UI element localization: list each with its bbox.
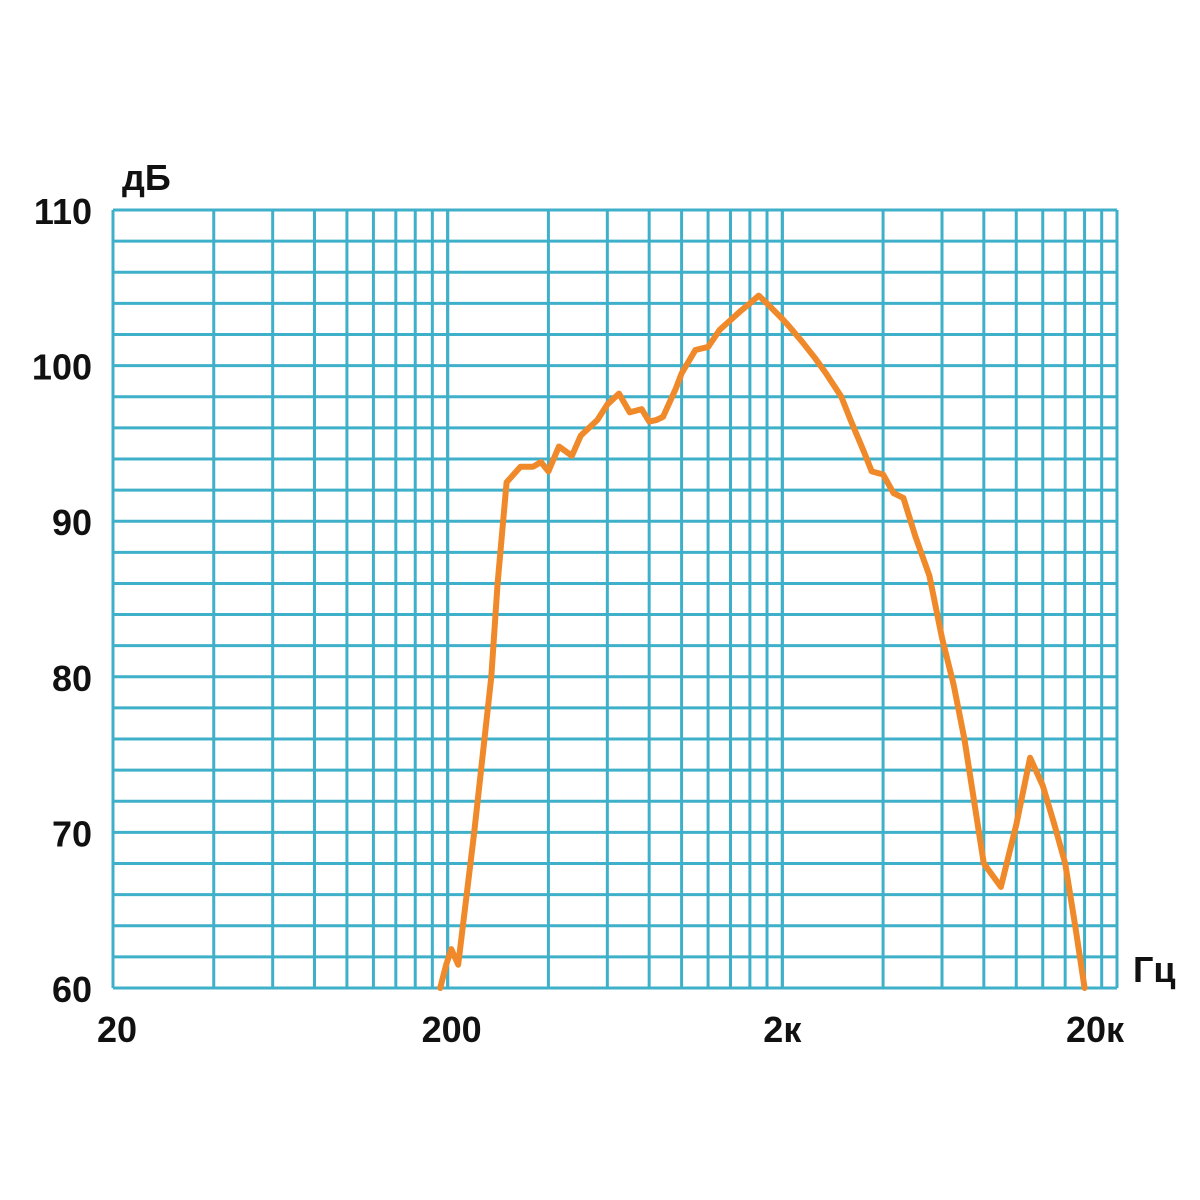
response-curve: [437, 292, 1088, 991]
y-tick-label: 70: [52, 813, 92, 854]
y-tick-label: 110: [34, 191, 92, 232]
x-tick-label: 20к: [1066, 1009, 1125, 1050]
x-tick-label: 2к: [763, 1009, 802, 1050]
grid: [111, 208, 1119, 990]
y-tick-label: 60: [52, 969, 92, 1010]
response-curve-layer: [437, 292, 1088, 991]
x-tick-label: 200: [422, 1009, 482, 1050]
x-axis-label: Гц: [1133, 949, 1176, 990]
x-tick-label: 20: [97, 1009, 137, 1050]
y-tick-label: 100: [32, 347, 92, 388]
y-axis-label: дБ: [122, 157, 171, 198]
y-tick-label: 80: [52, 658, 92, 699]
y-tick-label: 90: [52, 502, 92, 543]
